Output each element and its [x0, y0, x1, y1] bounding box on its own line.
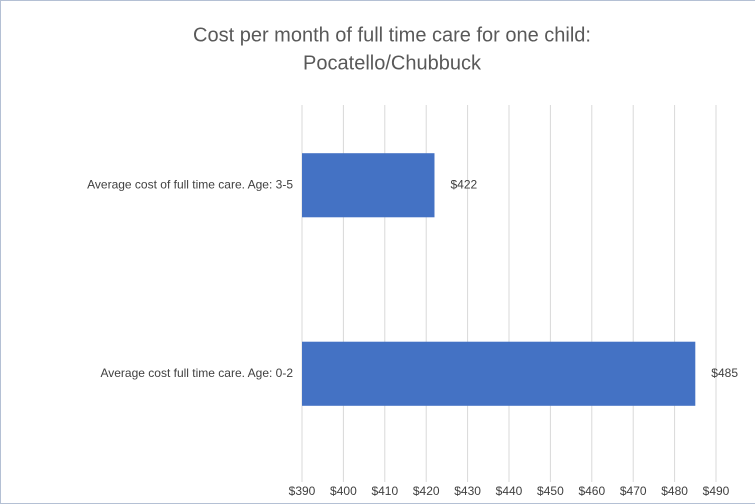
x-tick-label: $490: [703, 484, 730, 498]
bar: [302, 153, 435, 218]
data-label: $485: [711, 366, 738, 380]
x-tick-label: $440: [496, 484, 523, 498]
x-tick-label: $460: [578, 484, 605, 498]
data-label: $422: [450, 177, 477, 191]
x-tick-label: $470: [620, 484, 647, 498]
bar: [302, 341, 696, 406]
y-tick-label: Average cost full time care. Age: 0-2: [100, 366, 293, 380]
y-tick-label: Average cost of full time care. Age: 3-5: [87, 177, 293, 191]
x-tick-label: $420: [413, 484, 440, 498]
chart-title: Cost per month of full time care for one…: [193, 24, 591, 46]
chart-title: Pocatello/Chubbuck: [303, 52, 482, 74]
x-tick-label: $410: [371, 484, 398, 498]
x-tick-label: $480: [661, 484, 688, 498]
x-tick-label: $390: [289, 484, 316, 498]
x-tick-label: $450: [537, 484, 564, 498]
x-tick-label: $400: [330, 484, 357, 498]
x-tick-label: $430: [454, 484, 481, 498]
